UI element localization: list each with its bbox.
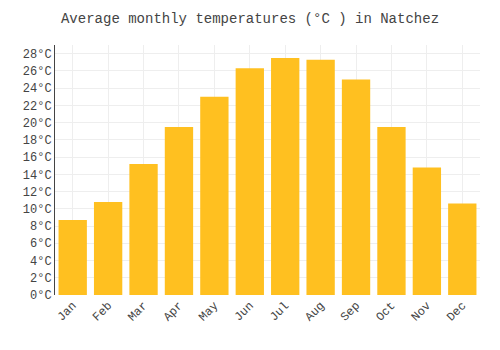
svg-text:4°C: 4°C xyxy=(30,255,52,269)
svg-text:28°C: 28°C xyxy=(23,48,52,62)
svg-text:6°C: 6°C xyxy=(30,237,52,251)
svg-text:Jun: Jun xyxy=(232,299,257,324)
svg-text:26°C: 26°C xyxy=(23,65,52,79)
svg-text:8°C: 8°C xyxy=(30,220,52,234)
svg-text:20°C: 20°C xyxy=(23,117,52,131)
svg-text:Sep: Sep xyxy=(338,299,363,324)
svg-text:Dec: Dec xyxy=(444,299,469,324)
svg-text:24°C: 24°C xyxy=(23,82,52,96)
svg-text:Jan: Jan xyxy=(55,299,80,324)
svg-text:0°C: 0°C xyxy=(30,289,52,303)
svg-text:12°C: 12°C xyxy=(23,186,52,200)
svg-text:2°C: 2°C xyxy=(30,272,52,286)
svg-text:Average monthly temperatures (: Average monthly temperatures (°C ) in Na… xyxy=(61,11,439,27)
svg-text:Aug: Aug xyxy=(303,299,328,324)
svg-text:10°C: 10°C xyxy=(23,203,52,217)
svg-text:14°C: 14°C xyxy=(23,169,52,183)
svg-text:22°C: 22°C xyxy=(23,100,52,114)
svg-text:Mar: Mar xyxy=(125,299,150,324)
svg-text:May: May xyxy=(196,299,221,324)
svg-text:Jul: Jul xyxy=(267,299,292,324)
svg-text:Nov: Nov xyxy=(409,299,434,324)
svg-text:18°C: 18°C xyxy=(23,134,52,148)
svg-text:Oct: Oct xyxy=(373,299,398,324)
svg-text:Apr: Apr xyxy=(161,299,186,324)
svg-text:16°C: 16°C xyxy=(23,151,52,165)
svg-text:Feb: Feb xyxy=(90,299,115,324)
